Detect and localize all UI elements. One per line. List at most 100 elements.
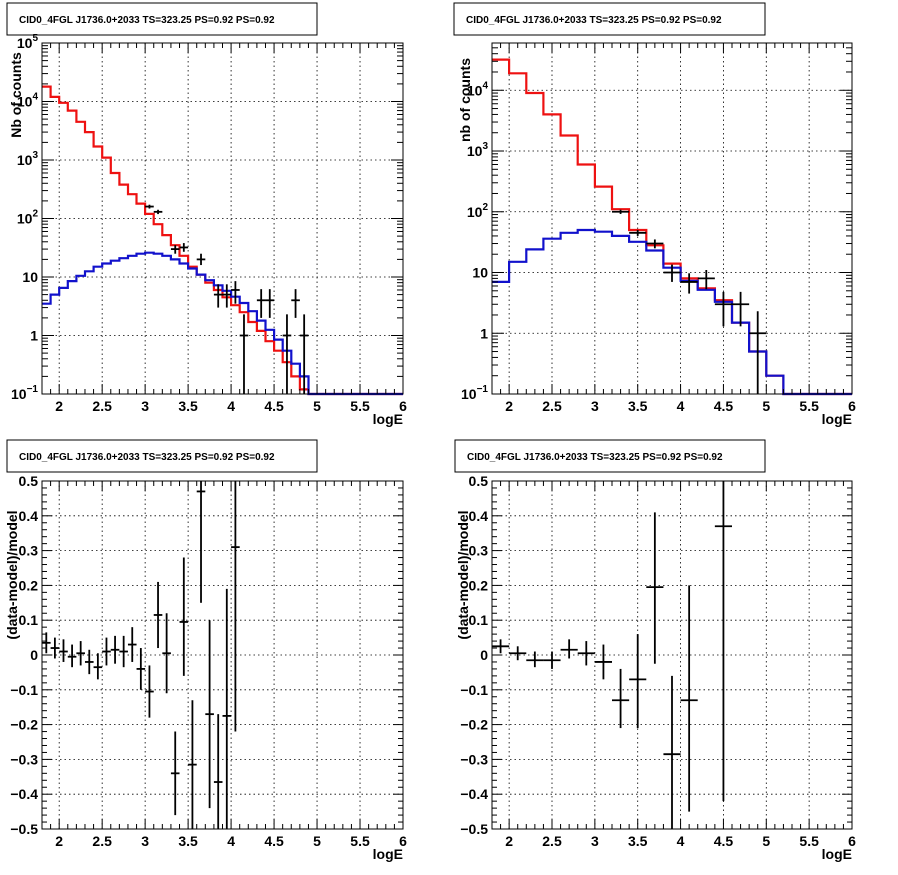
data-point — [179, 557, 189, 676]
title-box — [454, 439, 766, 473]
data-point — [629, 230, 647, 236]
data-point — [231, 481, 240, 732]
y-ticks — [492, 42, 852, 395]
data-point — [749, 311, 767, 394]
data-point — [170, 731, 180, 816]
data-points — [492, 481, 732, 829]
grid — [42, 43, 403, 394]
series-line — [492, 228, 852, 396]
y-tick-exponent: 2 — [32, 209, 38, 220]
title-box — [6, 2, 318, 36]
y-tick-label: 0.4 — [19, 508, 39, 524]
data-point — [145, 665, 154, 718]
data-point — [213, 284, 223, 308]
data-point — [170, 245, 180, 254]
data-point — [714, 291, 732, 327]
y-axis-label: Nb of counts — [8, 52, 24, 138]
data-point — [67, 644, 77, 668]
title-box — [453, 2, 766, 36]
data-point — [509, 646, 527, 661]
y-tick-label: 10−1 — [461, 384, 488, 402]
y-tick-label: −0.5 — [460, 821, 488, 837]
data-point — [714, 481, 732, 802]
y-tick-exponent: −1 — [27, 384, 39, 395]
y-axis-label: (data-model)/model — [455, 510, 471, 639]
x-tick-label: 3.5 — [628, 398, 648, 414]
x-tick-label: 3.5 — [628, 833, 648, 849]
y-tick-exponent: 4 — [482, 80, 488, 91]
x-ticks — [491, 481, 853, 829]
data-point — [153, 209, 163, 215]
series-line — [492, 58, 852, 396]
x-tick-label: 4 — [677, 833, 685, 849]
y-tick-label: 1 — [30, 328, 38, 344]
data-point — [222, 588, 232, 829]
panel-p2: CID0_4FGL J1736.0+2033 TS=323.25 PS=0.92… — [453, 2, 856, 427]
x-tick-label: 2.5 — [92, 833, 112, 849]
x-tick-label: 4.5 — [264, 833, 284, 849]
x-tick-label: 4.5 — [714, 398, 734, 414]
y-tick-label: 0.2 — [469, 577, 489, 593]
chart-title: CID0_4FGL J1736.0+2033 TS=323.25 PS=0.92… — [466, 15, 722, 26]
data-point — [196, 253, 206, 266]
x-tick-label: 2 — [505, 398, 513, 414]
x-tick-label: 2.5 — [92, 398, 112, 414]
data-point — [256, 289, 266, 318]
x-tick-label: 5.5 — [350, 833, 370, 849]
y-tick-label: −0.2 — [460, 717, 488, 733]
data-point — [543, 651, 561, 669]
x-tick-label: 5.5 — [799, 833, 819, 849]
data-point — [577, 641, 595, 666]
data-point — [646, 239, 664, 249]
x-tick-label: 6 — [848, 833, 856, 849]
x-tick-label: 4.5 — [264, 398, 284, 414]
y-tick-label: 102 — [467, 202, 489, 220]
data-point — [136, 648, 146, 690]
chart-title: CID0_4FGL J1736.0+2033 TS=323.25 PS=0.92… — [19, 452, 275, 463]
data-point — [663, 264, 681, 282]
x-tick-label: 5.5 — [799, 398, 819, 414]
data-point — [127, 627, 137, 662]
x-tick-label: 4 — [227, 833, 235, 849]
x-tick-label: 5 — [762, 398, 770, 414]
data-point — [179, 243, 189, 252]
x-tick-label: 6 — [399, 833, 407, 849]
x-tick-label: 2 — [55, 833, 63, 849]
data-point — [265, 289, 275, 318]
data-point — [84, 649, 94, 675]
data-point — [102, 637, 111, 666]
x-tick-label: 5.5 — [350, 398, 370, 414]
x-axis-label: logE — [822, 846, 852, 862]
y-tick-exponent: 4 — [32, 92, 38, 103]
data-points — [42, 481, 240, 829]
y-tick-label: −0.3 — [460, 751, 488, 767]
x-tick-label: 2 — [505, 833, 513, 849]
data-point — [239, 314, 249, 394]
y-tick-exponent: 5 — [32, 33, 38, 44]
x-tick-label: 4 — [227, 398, 235, 414]
data-point — [213, 714, 223, 829]
y-tick-label: −0.3 — [10, 751, 38, 767]
y-tick-label: 0.1 — [19, 612, 39, 628]
y-tick-label: 105 — [17, 33, 39, 51]
y-axis-label: nb of counts — [457, 58, 473, 142]
x-tick-label: 3 — [591, 398, 599, 414]
y-tick-label: 0 — [480, 647, 488, 663]
panel-p3: CID0_4FGL J1736.0+2033 TS=323.25 PS=0.92… — [4, 439, 407, 862]
x-axis-label: logE — [373, 846, 403, 862]
data-point — [560, 639, 578, 659]
data-point — [76, 641, 85, 666]
x-tick-label: 2 — [55, 398, 63, 414]
y-tick-label: −0.4 — [460, 786, 488, 802]
y-tick-label: 0.1 — [469, 612, 489, 628]
data-point — [299, 314, 309, 394]
data-point — [680, 273, 698, 294]
y-tick-label: −0.2 — [10, 717, 38, 733]
data-points — [145, 204, 309, 394]
data-point — [222, 284, 232, 308]
data-point — [492, 639, 510, 654]
data-points — [612, 209, 767, 394]
data-point — [188, 700, 197, 829]
y-axis-label: (data-model)/model — [4, 510, 20, 639]
x-axis-label: logE — [822, 411, 852, 427]
